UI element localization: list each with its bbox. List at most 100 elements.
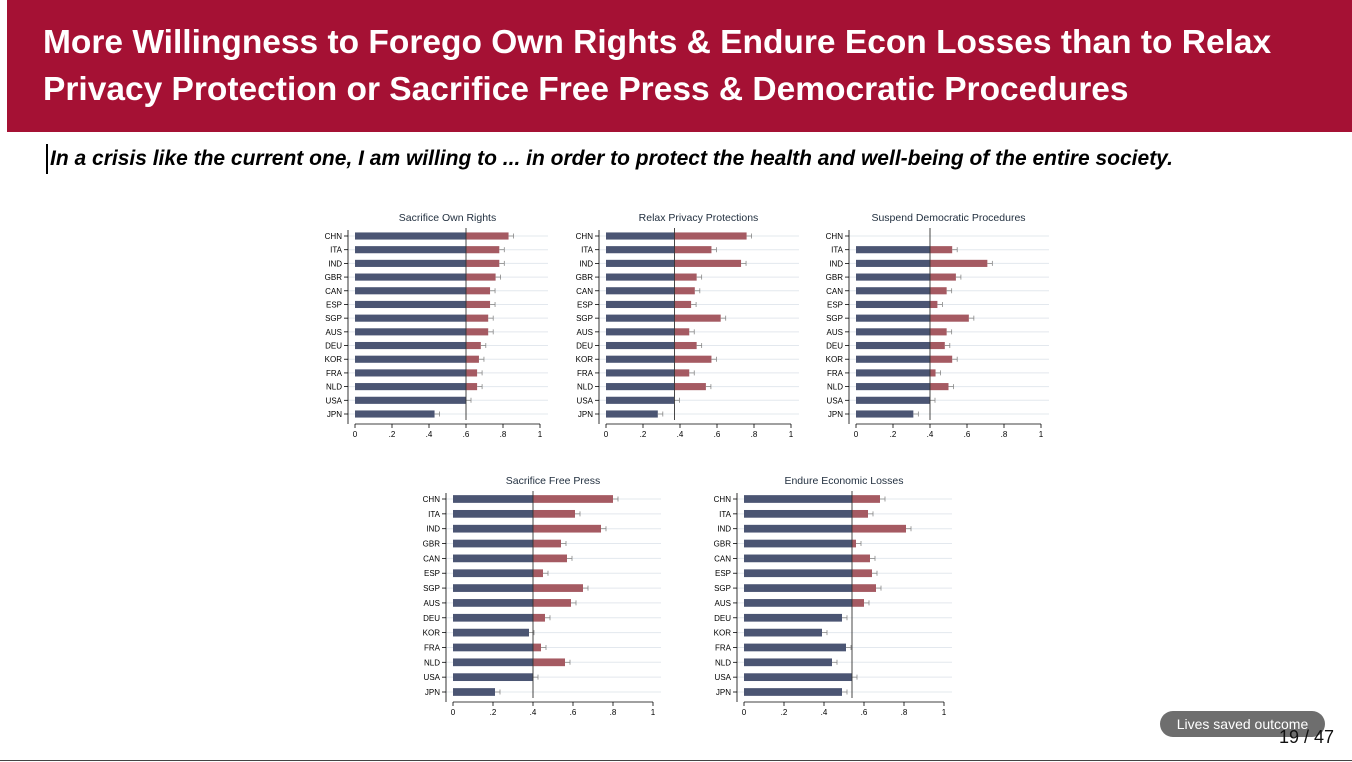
bar-gain — [852, 569, 872, 578]
country-label: KOR — [325, 355, 343, 364]
country-label: CAN — [714, 554, 731, 563]
bar-base — [744, 509, 852, 518]
bar-base — [856, 396, 930, 404]
bar-base — [355, 273, 466, 281]
country-label: CHN — [423, 495, 441, 504]
bar-base — [856, 383, 930, 391]
country-label: AUS — [577, 328, 593, 337]
x-tick-label: 1 — [789, 430, 794, 439]
bar-base — [606, 287, 675, 295]
slide-title: More Willingness to Forego Own Rights & … — [43, 24, 1272, 108]
bar-base — [606, 259, 675, 267]
country-label: JPN — [828, 410, 843, 419]
bar-gain — [466, 328, 489, 336]
bar-base — [856, 355, 930, 363]
bar-gain — [930, 300, 938, 309]
country-label: CAN — [826, 287, 843, 296]
bar-base — [453, 495, 533, 503]
bar-gain — [930, 369, 936, 377]
country-label: USA — [715, 673, 732, 682]
x-tick-label: .4 — [677, 430, 684, 439]
bar-gain — [674, 300, 692, 309]
chart-title: Suspend Democratic Procedures — [871, 212, 1025, 224]
bar-gain — [533, 643, 541, 652]
x-tick-label: .4 — [821, 708, 828, 717]
x-tick-label: .6 — [463, 430, 470, 439]
bar-base — [856, 369, 930, 377]
bar-base — [856, 410, 914, 418]
country-label: NLD — [577, 383, 593, 392]
bar-gain — [930, 314, 969, 322]
country-label: ESP — [827, 300, 843, 309]
x-tick-label: .6 — [570, 708, 577, 717]
country-label: AUS — [326, 328, 342, 337]
bar-base — [856, 287, 930, 295]
bar-base — [453, 524, 533, 533]
bar-base — [606, 314, 675, 322]
bar-base — [453, 554, 533, 563]
x-tick-label: 1 — [651, 708, 656, 717]
x-tick-label: 0 — [854, 430, 859, 439]
country-label: IND — [426, 525, 440, 534]
bar-gain — [533, 524, 601, 533]
country-label: KOR — [576, 355, 594, 364]
country-label: ITA — [719, 510, 732, 519]
bar-base — [856, 328, 930, 336]
chart-endure-economic-losses: Endure Economic Losses 0 .2 .4 .6 .8 1 CHN ITA IN… — [714, 475, 952, 717]
country-label: CHN — [325, 232, 343, 241]
x-tick-label: .2 — [781, 708, 788, 717]
bar-base — [453, 584, 533, 592]
x-tick-label: 0 — [742, 708, 747, 717]
bar-gain — [930, 246, 953, 254]
bar-gain — [930, 355, 953, 363]
country-label: KOR — [826, 355, 844, 364]
bar-gain — [852, 524, 906, 533]
bar-base — [744, 599, 852, 607]
bar-base — [453, 628, 529, 637]
bar-base — [355, 232, 466, 240]
bar-base — [355, 300, 466, 309]
country-label: IND — [328, 259, 342, 268]
country-label: USA — [326, 396, 343, 405]
country-label: IND — [579, 259, 593, 268]
bar-gain — [533, 599, 571, 607]
bar-gain — [533, 584, 583, 592]
country-label: DEU — [325, 342, 342, 351]
bar-gain — [466, 246, 500, 254]
bar-base — [355, 355, 466, 363]
bar-gain — [533, 495, 613, 503]
country-label: KOR — [423, 629, 441, 638]
country-label: GBR — [325, 273, 343, 282]
country-label: CAN — [325, 287, 342, 296]
chart-title: Relax Privacy Protections — [639, 212, 759, 224]
bar-gain — [674, 259, 742, 267]
country-label: DEU — [423, 614, 440, 623]
x-tick-label: .8 — [500, 430, 507, 439]
bar-base — [453, 673, 533, 682]
bar-gain — [852, 554, 870, 563]
bar-gain — [466, 300, 491, 309]
bar-base — [453, 569, 533, 578]
bar-gain — [674, 314, 721, 322]
bar-base — [606, 383, 675, 391]
country-label: ESP — [424, 569, 440, 578]
country-label: FRA — [326, 369, 343, 378]
country-label: CHN — [714, 495, 732, 504]
bar-base — [606, 355, 675, 363]
country-label: CHN — [826, 232, 844, 241]
bar-base — [453, 688, 495, 696]
bar-base — [355, 396, 466, 404]
bar-base — [744, 688, 842, 696]
bar-gain — [674, 273, 697, 281]
country-label: JPN — [716, 688, 731, 697]
bar-base — [355, 383, 466, 391]
x-tick-label: .8 — [901, 708, 908, 717]
bar-gain — [466, 273, 496, 281]
country-label: NLD — [715, 658, 731, 667]
country-label: GBR — [423, 540, 441, 549]
bar-base — [453, 509, 533, 518]
bar-gain — [852, 495, 880, 503]
country-label: SGP — [576, 314, 593, 323]
country-label: ITA — [330, 246, 343, 255]
lives-saved-outcome-button[interactable]: Lives saved outcome — [1160, 711, 1325, 737]
